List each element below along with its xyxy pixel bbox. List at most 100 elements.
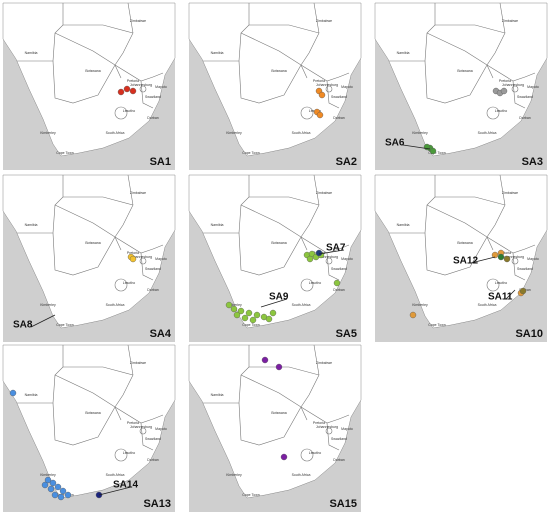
place-label: Lesotho [495, 281, 508, 285]
border [313, 174, 320, 206]
place-label: Maputo [155, 85, 167, 89]
border [114, 64, 122, 79]
place-label: Johannesburg [502, 255, 524, 259]
border [486, 236, 494, 251]
border [52, 60, 116, 104]
panel-label: SA5 [336, 328, 357, 340]
border [63, 196, 134, 206]
site-label: SA14 [113, 480, 138, 491]
site-label: SA8 [13, 320, 33, 331]
border [114, 406, 122, 421]
place-label: Swaziland [517, 267, 533, 271]
place-label: Swaziland [331, 437, 347, 441]
border [499, 2, 506, 34]
border [524, 244, 536, 250]
place-label: Pretoria [499, 79, 511, 83]
place-label: South Africa [292, 131, 311, 135]
place-label: Maputo [527, 85, 539, 89]
place-label: Pretoria [313, 79, 325, 83]
sample-point [47, 485, 55, 493]
place-label: Cape Town [242, 493, 260, 497]
border [127, 174, 134, 206]
border [435, 24, 506, 34]
sample-point [117, 88, 125, 96]
place-label: Botswana [85, 411, 100, 415]
sample-point [261, 356, 269, 364]
border [499, 174, 506, 206]
sample-point [64, 491, 72, 499]
place-label: Johannesburg [130, 425, 152, 429]
sample-point [280, 453, 288, 461]
place-label: Maputo [155, 427, 167, 431]
sample-point [54, 483, 62, 491]
land [188, 174, 362, 329]
place-label: Durban [147, 458, 159, 462]
sample-point [225, 301, 233, 309]
place-label: Kimberley [226, 303, 242, 307]
place-label: Botswana [271, 69, 286, 73]
border [313, 2, 320, 34]
panel-label: SA13 [143, 498, 171, 510]
border [127, 344, 134, 376]
enclave-border [325, 85, 333, 93]
border [249, 366, 320, 376]
sample-point [491, 251, 499, 259]
map-panel: Namibia Botswana Zimbabwe PretoriaJohannesb… [2, 2, 176, 170]
sample-point [51, 491, 59, 499]
sample-point [315, 249, 323, 257]
place-label: Lesotho [123, 281, 136, 285]
place-label: South Africa [478, 131, 497, 135]
place-label: Pretoria [127, 79, 139, 83]
land [188, 2, 362, 157]
border [127, 2, 134, 34]
border [140, 422, 154, 451]
border [63, 24, 134, 34]
place-label: Kimberley [40, 131, 56, 135]
border [52, 402, 116, 446]
border [114, 236, 122, 251]
border [249, 196, 320, 206]
land [2, 2, 176, 157]
border [300, 406, 308, 421]
enclave-border [511, 257, 519, 265]
border [63, 366, 134, 376]
place-label: Namibia [211, 51, 224, 55]
place-label: Zimbabwe [502, 191, 518, 195]
sample-point [57, 493, 65, 501]
place-label: Pretoria [313, 421, 325, 425]
place-label: Cape Town [56, 323, 74, 327]
sample-point [41, 481, 49, 489]
panel-label: SA15 [329, 498, 357, 510]
place-label: Swaziland [145, 267, 161, 271]
sample-point [230, 305, 238, 313]
sample-point [129, 255, 137, 263]
panel-label: SA10 [515, 328, 543, 340]
place-label: Swaziland [517, 95, 533, 99]
site-pointer [505, 289, 516, 300]
enclave-border [139, 427, 147, 435]
enclave-border [325, 257, 333, 265]
sample-point [233, 311, 241, 319]
place-label: Lesotho [309, 281, 322, 285]
site-pointer [402, 144, 431, 150]
place-label: Johannesburg [502, 83, 524, 87]
map-panel: Namibia Botswana Zimbabwe PretoriaJohannesb… [374, 2, 548, 170]
sample-point [500, 87, 508, 95]
map-panel: Namibia Botswana Zimbabwe PretoriaJohannesb… [188, 344, 362, 512]
place-label: Durban [333, 458, 345, 462]
place-label: Namibia [397, 51, 410, 55]
place-label: Botswana [85, 241, 100, 245]
sample-point [9, 389, 17, 397]
border [152, 244, 164, 250]
place-label: South Africa [478, 303, 497, 307]
border [249, 24, 320, 34]
land [374, 174, 548, 329]
place-label: Durban [147, 116, 159, 120]
border [313, 344, 320, 376]
place-label: Maputo [341, 85, 353, 89]
place-label: South Africa [106, 131, 125, 135]
place-label: Johannesburg [316, 83, 338, 87]
place-label: Zimbabwe [316, 361, 332, 365]
site-label: SA12 [453, 256, 478, 267]
